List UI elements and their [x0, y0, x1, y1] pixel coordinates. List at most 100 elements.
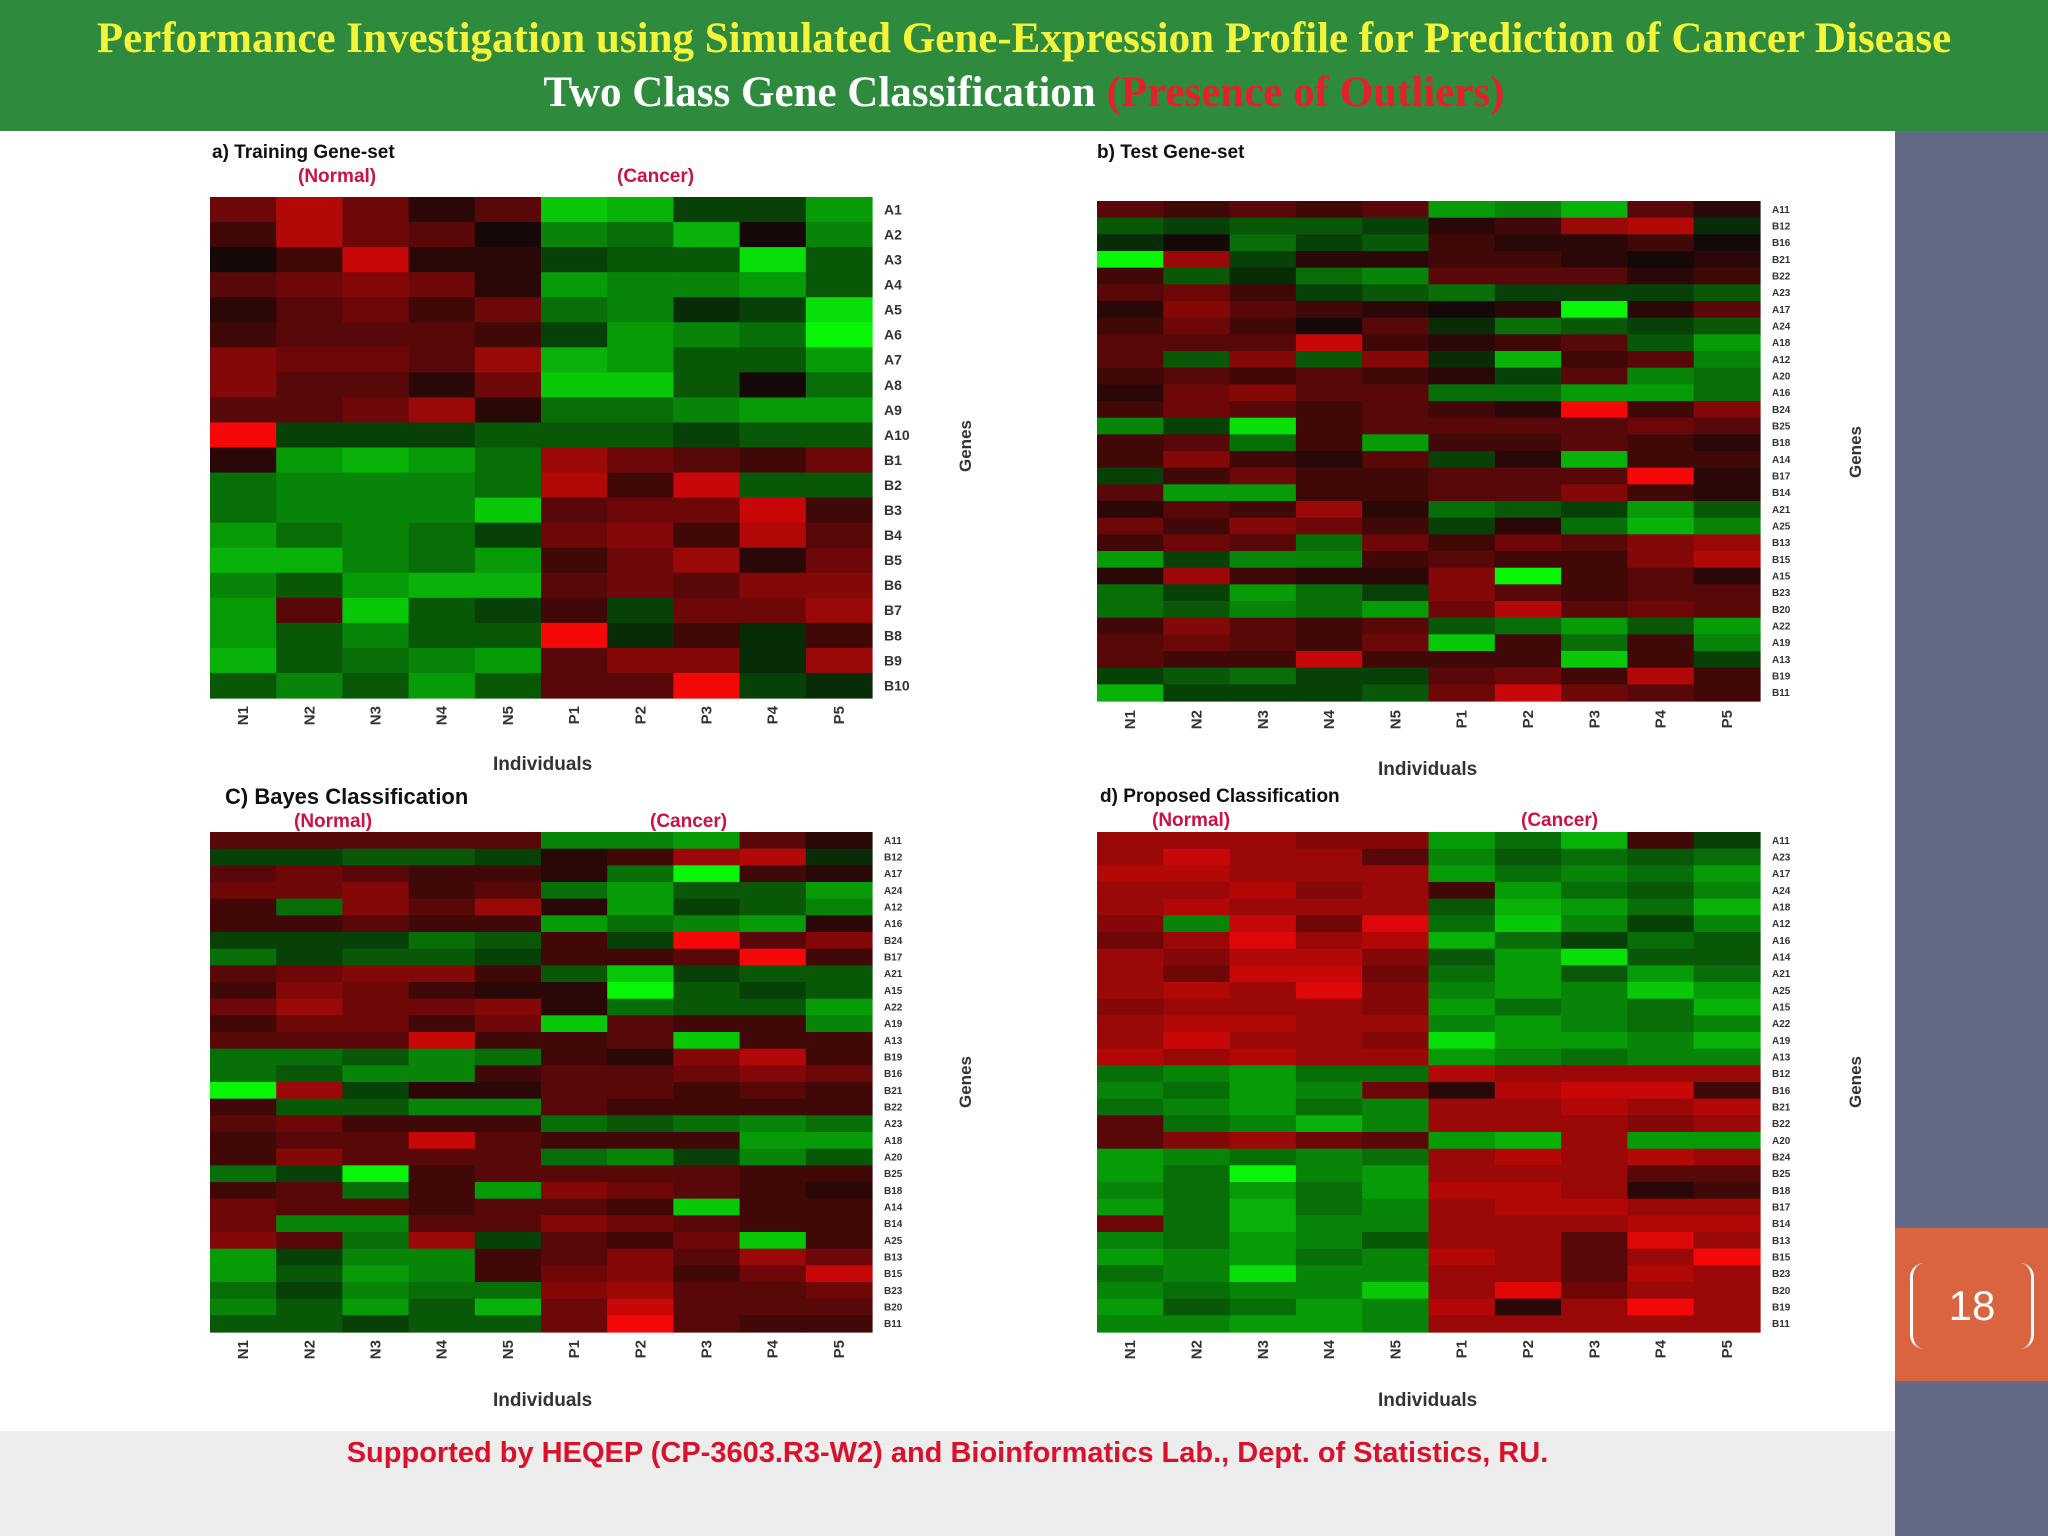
cell-A13-P1: [1428, 1048, 1496, 1066]
individual-tick-label: P1: [1454, 710, 1471, 728]
cell-A15-N4: [1295, 567, 1363, 585]
gene-tick-label: A3: [884, 252, 902, 268]
cell-B1-P4: [739, 447, 807, 474]
cell-B17-P5: [1693, 1198, 1761, 1216]
cell-A12-N1: [1097, 915, 1164, 933]
cell-A18-P5: [1693, 334, 1761, 352]
cell-A24-P4: [739, 882, 807, 900]
cell-A12-N1: [1097, 351, 1164, 369]
gene-tick-label: B19: [1772, 1303, 1791, 1314]
cell-B12-P3: [1561, 217, 1628, 235]
cell-A24-N3: [1229, 317, 1297, 335]
cell-B11-P1: [1428, 1315, 1496, 1333]
cell-B21-P5: [1693, 251, 1761, 269]
cell-A4-P1: [541, 272, 608, 298]
cell-B5-P1: [541, 547, 608, 574]
cell-A14-P1: [1428, 451, 1496, 469]
cell-B23-P5: [1693, 584, 1761, 602]
cell-B21-N2: [276, 1082, 343, 1100]
gene-tick-label: B21: [1772, 255, 1791, 266]
cell-A5-P1: [541, 297, 608, 323]
cell-A13-P2: [607, 1032, 674, 1050]
cell-A21-P3: [1561, 501, 1628, 519]
cell-A19-N2: [1163, 1032, 1231, 1050]
cell-B16-P5: [1693, 1082, 1761, 1100]
cell-A12-N5: [474, 898, 542, 916]
cell-B4-P5: [805, 522, 873, 549]
gene-tick-label: B23: [1772, 588, 1791, 599]
cell-B5-N4: [408, 547, 476, 574]
gene-tick-label: B24: [1772, 1153, 1791, 1164]
cell-B18-N5: [474, 1182, 542, 1200]
cell-B16-N5: [1362, 234, 1430, 252]
gene-tick-label: B8: [884, 627, 902, 643]
cell-A14-P2: [607, 1198, 674, 1216]
cell-A18-N3: [1229, 898, 1297, 916]
cell-A14-N4: [1295, 451, 1363, 469]
cell-A1-N3: [342, 197, 410, 223]
cell-B13-N3: [1229, 534, 1297, 552]
gene-tick-label: B24: [1772, 405, 1791, 416]
cell-A16-P3: [673, 915, 741, 933]
cell-B13-N1: [1097, 1232, 1164, 1250]
cell-B14-P1: [1428, 484, 1496, 502]
cell-A8-N5: [474, 372, 542, 398]
individual-tick-label: P4: [1653, 1339, 1670, 1358]
cell-A23-P4: [1627, 848, 1695, 866]
cell-B18-P3: [1561, 1182, 1628, 1200]
cell-B4-P1: [541, 522, 608, 549]
cell-B4-N4: [408, 522, 476, 549]
cell-A23-N2: [276, 1115, 343, 1133]
cell-A19-P5: [1693, 1032, 1761, 1050]
cell-B22-P1: [1428, 267, 1496, 285]
cell-B19-N3: [1229, 667, 1297, 685]
gene-tick-label: B20: [884, 1303, 903, 1314]
cell-A18-N5: [1362, 898, 1430, 916]
cell-A22-P3: [1561, 1015, 1628, 1033]
cell-B25-P5: [1693, 417, 1761, 435]
cell-B5-P5: [805, 547, 873, 574]
cell-A11-P4: [1627, 201, 1695, 219]
cell-B18-N5: [1362, 1182, 1430, 1200]
cell-A20-N2: [276, 1148, 343, 1166]
cell-A10-N3: [342, 422, 410, 449]
cell-A15-P5: [805, 982, 873, 1000]
gene-tick-label: B25: [884, 1169, 903, 1180]
cell-B15-N5: [1362, 551, 1430, 569]
cell-A11-P2: [607, 832, 674, 850]
cell-B19-P4: [739, 1048, 807, 1066]
cell-B21-N2: [1163, 1098, 1231, 1116]
cell-B21-P3: [673, 1082, 741, 1100]
cell-B14-N5: [1362, 1215, 1430, 1233]
cell-A11-N2: [276, 832, 343, 850]
cell-B19-N2: [1163, 1298, 1231, 1316]
cell-A20-P3: [673, 1148, 741, 1166]
gene-tick-label: A13: [884, 1036, 903, 1047]
cell-A9-P4: [739, 397, 807, 424]
cell-A16-P5: [1693, 384, 1761, 402]
cell-B1-N1: [210, 447, 277, 474]
cell-A9-P3: [673, 397, 741, 424]
cell-B4-P3: [673, 522, 741, 549]
cell-A21-P5: [1693, 965, 1761, 983]
cell-A3-N1: [210, 247, 277, 273]
cell-A18-P5: [1693, 898, 1761, 916]
cell-B15-P1: [1428, 1248, 1496, 1266]
cell-A22-N2: [1163, 1015, 1231, 1033]
subtitle-highlight: (Presence of Outliers): [1106, 69, 1505, 116]
cell-B20-P1: [1428, 601, 1496, 619]
cell-A24-P3: [1561, 317, 1628, 335]
cell-B15-P3: [1561, 1248, 1628, 1266]
cell-B15-N5: [1362, 1248, 1430, 1266]
cell-A7-N3: [342, 347, 410, 373]
cell-A21-P4: [1627, 965, 1695, 983]
cell-A1-N5: [474, 197, 542, 223]
cell-B17-N2: [1163, 1198, 1231, 1216]
cell-B16-N2: [1163, 234, 1231, 252]
cell-B16-P5: [1693, 234, 1761, 252]
cell-A16-N4: [1295, 932, 1363, 950]
gene-tick-label: A23: [1772, 853, 1791, 864]
cell-A15-P3: [1561, 998, 1628, 1016]
cell-A15-N4: [408, 982, 476, 1000]
